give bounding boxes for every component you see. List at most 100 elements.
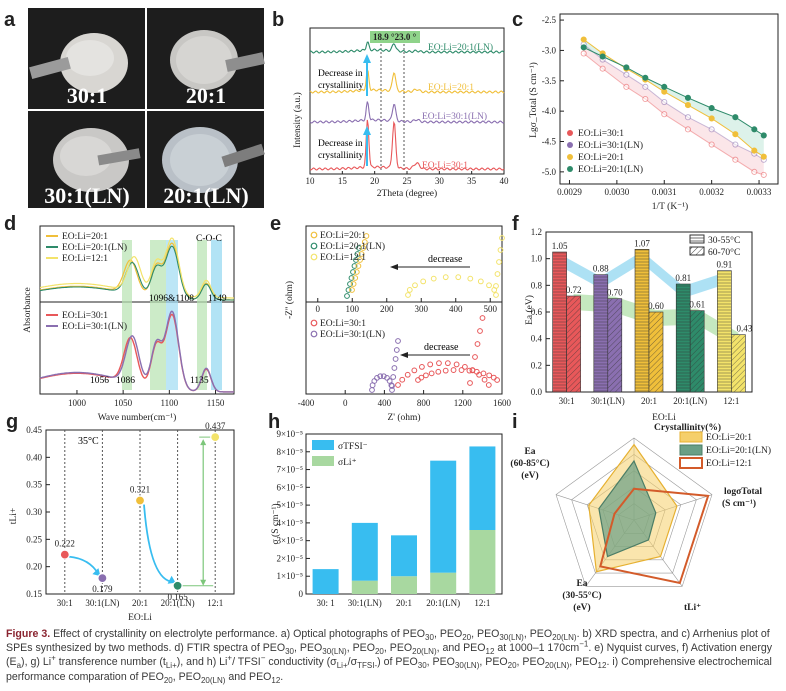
data-point xyxy=(59,549,70,560)
bar-pattern xyxy=(676,284,691,392)
data-point xyxy=(380,373,387,380)
x-tick-label: 20:1(LN) xyxy=(161,598,195,608)
panel-i-label: i xyxy=(512,411,518,433)
x-tick-label: 0.0032 xyxy=(699,187,724,197)
legend-label: EO:Li=30:1 xyxy=(62,311,108,321)
y-tick-label: 0.40 xyxy=(26,452,42,462)
decrease-note: crystallinity xyxy=(318,81,364,91)
value-label: 0.72 xyxy=(566,285,582,295)
data-point xyxy=(404,371,411,378)
bar-li xyxy=(469,530,496,594)
radar-grid xyxy=(555,437,713,587)
series-label: EO:Li=20:1 xyxy=(428,83,474,93)
data-point xyxy=(430,275,437,282)
peak-label: 1096&1108 xyxy=(149,294,194,304)
bar-pattern xyxy=(566,296,581,392)
data-point xyxy=(467,275,474,282)
data-point xyxy=(450,367,457,373)
data-point xyxy=(436,360,442,367)
data-point xyxy=(499,235,505,241)
data-point xyxy=(455,274,462,281)
shaded-band xyxy=(583,39,764,157)
x-tick-label: 20 xyxy=(370,176,380,186)
figure-3: a 30:1 20:1 30:1(LN) 20:1(LN) xyxy=(4,8,779,623)
x-tick-label: 30:1(LN) xyxy=(348,598,382,608)
legend-label: EO:Li=30:1(LN) xyxy=(320,329,385,340)
legend-label: σTFSI⁻ xyxy=(338,442,368,452)
y-tick-label: 0.6 xyxy=(531,307,543,317)
y-tick-label: 0.30 xyxy=(26,507,42,517)
x-tick-label: 10 xyxy=(306,176,316,186)
x-tick-label: 1000 xyxy=(68,398,87,408)
decrease-note: decrease xyxy=(424,342,459,353)
axis-label: (eV) xyxy=(573,602,590,613)
data-point xyxy=(469,367,476,373)
legend-label: EO:Li=12:1 xyxy=(320,253,366,263)
x-tick-label: 30:1(LN) xyxy=(591,396,625,406)
data-point xyxy=(406,287,413,293)
data-point xyxy=(411,367,418,374)
data-point xyxy=(357,257,363,263)
panel-c-label: c xyxy=(512,9,523,31)
panel-h-label: h xyxy=(268,411,280,433)
panel-b: b Intensity (a.u.) 2Theta (degree) 10 15 2… xyxy=(272,9,509,199)
panel-b-label: b xyxy=(272,9,284,31)
bar-pattern xyxy=(731,334,746,392)
y-axis-label: tLi+ xyxy=(9,508,19,524)
x-tick-label: 20:1 xyxy=(396,598,412,608)
data-point xyxy=(580,50,587,57)
x-tick-label: 200 xyxy=(380,304,394,314)
x-tick-label: 0 xyxy=(316,304,321,314)
data-point xyxy=(369,387,375,393)
ftir-curve xyxy=(39,245,234,301)
arrow-head-icon xyxy=(92,568,101,577)
data-point xyxy=(708,115,715,122)
y-tick-label: 8×10⁻⁵ xyxy=(277,447,303,457)
peak-label: 1149 xyxy=(208,294,227,304)
value-label: 0.61 xyxy=(689,300,705,310)
plot-frame xyxy=(559,13,779,185)
value-label: 0.179 xyxy=(92,584,113,594)
legend-label: EO:Li=12:1 xyxy=(706,459,752,469)
data-point xyxy=(353,257,359,263)
value-label: 1.07 xyxy=(634,238,650,248)
arrow-left-icon xyxy=(400,352,408,358)
x-tick-label: 30:1 xyxy=(57,598,73,608)
data-point xyxy=(461,363,468,370)
x-tick-label: 35 xyxy=(467,176,477,186)
data-point xyxy=(395,382,401,388)
y-tick-label: 5×10⁻⁵ xyxy=(277,500,303,510)
value-label: 0.88 xyxy=(593,264,609,274)
axis-label: tLi⁺ xyxy=(684,603,701,613)
data-point xyxy=(428,370,435,377)
y-tick-label: -5.0 xyxy=(542,167,557,177)
legend-swatch xyxy=(679,457,703,469)
legend-label: EO:Li=20:1(LN) xyxy=(320,241,385,252)
value-label: 0.43 xyxy=(737,324,753,334)
bar-pattern xyxy=(717,270,732,392)
x-tick-label: 0.0031 xyxy=(652,187,677,197)
data-point xyxy=(642,95,649,103)
y-tick-label: 3×10⁻⁵ xyxy=(277,536,303,546)
x-axis-label: EO:Li xyxy=(128,613,152,623)
x-tick-label: 0.0033 xyxy=(747,187,772,197)
y-tick-label: -3.0 xyxy=(542,45,557,55)
value-label: 1.05 xyxy=(552,241,568,251)
trend-arrow xyxy=(143,504,174,583)
data-point xyxy=(374,374,380,381)
legend-label: EO:Li=30:1 xyxy=(320,319,366,329)
photo-20-1-ln: 20:1(LN) xyxy=(162,127,265,208)
y-tick-label: 0.35 xyxy=(26,480,42,490)
x-tick-label: 0.0030 xyxy=(604,187,629,197)
panel-a: a 30:1 20:1 30:1(LN) 20:1(LN) xyxy=(4,8,265,208)
axis-label: (S cm⁻¹) xyxy=(722,498,756,509)
data-point xyxy=(358,251,365,257)
data-point xyxy=(391,365,398,371)
series-label: EO:Li=20:1(LN) xyxy=(428,42,493,53)
photo-label: 20:1(LN) xyxy=(163,183,249,208)
data-point xyxy=(599,65,606,72)
photo-label: 30:1(LN) xyxy=(44,183,130,208)
legend-label: EO:Li=20:1 xyxy=(706,433,752,443)
x-tick-label: 800 xyxy=(417,398,431,408)
y-tick-label: 0.25 xyxy=(26,534,42,544)
